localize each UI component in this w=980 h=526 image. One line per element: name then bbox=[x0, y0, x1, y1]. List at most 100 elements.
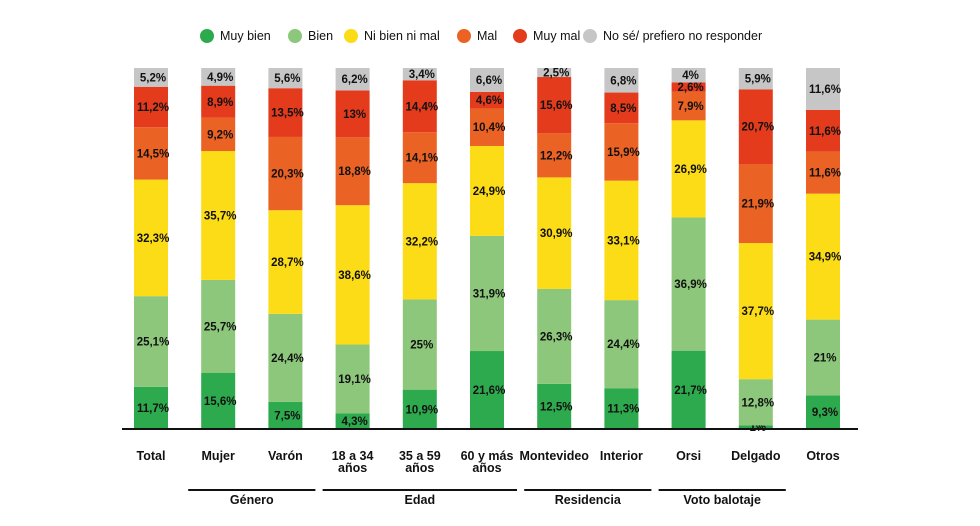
data-label: 6,8% bbox=[610, 75, 636, 87]
bar-segment-10-2 bbox=[738, 379, 773, 426]
bar-segment-7-3 bbox=[537, 177, 572, 289]
category-label: Montevideo bbox=[519, 449, 589, 463]
data-label: 11,6% bbox=[809, 126, 841, 138]
category-label: Mujer bbox=[202, 449, 235, 463]
category-label: 60 y más bbox=[461, 449, 514, 463]
data-label: 33,1% bbox=[607, 235, 640, 247]
bar-segment-2-5 bbox=[201, 85, 236, 118]
data-label: 11,3% bbox=[607, 404, 639, 416]
bar-segment-10-1 bbox=[738, 425, 773, 429]
data-label: 30,9% bbox=[540, 228, 573, 240]
legend-swatch bbox=[344, 29, 358, 43]
data-label: 10,9% bbox=[405, 404, 438, 416]
bar-segment-5-1 bbox=[402, 389, 437, 429]
bar-segment-9-4 bbox=[671, 91, 706, 121]
data-label: 5,6% bbox=[274, 73, 300, 85]
legend-swatch bbox=[288, 29, 302, 43]
data-label: 21,7% bbox=[674, 385, 707, 397]
group-labels: Género Edad Residencia Voto balotaje bbox=[188, 489, 786, 507]
data-label: 25,1% bbox=[137, 336, 170, 348]
legend-swatch bbox=[457, 29, 471, 43]
data-label: 19,1% bbox=[338, 374, 371, 386]
bar-segment-6-1 bbox=[470, 351, 504, 429]
category-label: Varón bbox=[268, 449, 303, 463]
data-label: 11,2% bbox=[137, 102, 169, 114]
bar-segment-9-6 bbox=[671, 68, 706, 83]
bar-segment-7-2 bbox=[537, 288, 572, 384]
data-label: 24,4% bbox=[271, 353, 304, 365]
data-label: 4% bbox=[682, 70, 699, 82]
legend-label: Bien bbox=[308, 29, 333, 43]
bar-segment-7-4 bbox=[537, 133, 572, 178]
category-label: años bbox=[472, 461, 501, 475]
data-label: 6,2% bbox=[341, 74, 367, 86]
data-label: 13% bbox=[343, 109, 366, 121]
group-label: Edad bbox=[405, 493, 436, 507]
category-label: años bbox=[338, 461, 367, 475]
data-label: 2,5% bbox=[543, 68, 569, 80]
data-label: 12,5% bbox=[540, 401, 573, 413]
data-label: 9,3% bbox=[812, 407, 838, 419]
data-label: 14,5% bbox=[137, 148, 170, 160]
bar-segment-8-4 bbox=[604, 123, 639, 181]
data-label: 21% bbox=[813, 353, 836, 365]
bar-segment-4-3 bbox=[335, 205, 370, 345]
group-label: Residencia bbox=[555, 493, 622, 507]
data-label: 26,9% bbox=[674, 164, 707, 176]
bar-segment-9-3 bbox=[671, 120, 706, 218]
bar-segment-1-3 bbox=[134, 179, 168, 297]
data-label: 34,9% bbox=[809, 252, 842, 264]
bar-segment-3-4 bbox=[268, 136, 303, 211]
data-label: 37,7% bbox=[741, 306, 774, 318]
bar-segment-4-4 bbox=[335, 137, 370, 206]
data-label: 12,2% bbox=[540, 150, 573, 162]
bar-segment-4-1 bbox=[335, 413, 370, 429]
legend-label: Muy bien bbox=[220, 29, 271, 43]
data-label: 25% bbox=[410, 340, 433, 352]
bar-segment-1-2 bbox=[134, 296, 168, 387]
data-label: 8,5% bbox=[610, 103, 636, 115]
data-label: 25,7% bbox=[204, 321, 237, 333]
bar-segment-2-3 bbox=[201, 151, 236, 280]
bar-segment-3-6 bbox=[268, 68, 303, 89]
data-label: 5,9% bbox=[745, 74, 771, 86]
data-label: 2,6% bbox=[677, 82, 703, 94]
data-label: 15,6% bbox=[204, 396, 237, 408]
bar-segment-6-4 bbox=[470, 108, 504, 146]
data-label: 14,4% bbox=[405, 101, 438, 113]
bar-segment-4-2 bbox=[335, 344, 370, 414]
bar-segment-2-4 bbox=[201, 117, 236, 152]
data-label: 15,9% bbox=[607, 147, 640, 159]
data-label: 36,9% bbox=[674, 279, 707, 291]
bar-segment-10-6 bbox=[738, 68, 773, 90]
data-label: 20,3% bbox=[271, 169, 304, 181]
bar-segment-2-6 bbox=[201, 68, 236, 86]
data-label: 14,1% bbox=[405, 153, 438, 165]
data-label: 32,3% bbox=[137, 233, 170, 245]
category-label: 35 a 59 bbox=[399, 449, 441, 463]
group-label: Género bbox=[230, 493, 274, 507]
data-label: 24,4% bbox=[607, 339, 640, 351]
data-label: 6,6% bbox=[476, 75, 502, 87]
bar-segment-3-2 bbox=[268, 313, 303, 402]
bar-segment-3-5 bbox=[268, 88, 303, 137]
data-label: 28,7% bbox=[271, 257, 304, 269]
data-label: 5,2% bbox=[140, 72, 166, 84]
bar-segment-5-2 bbox=[402, 299, 437, 390]
legend-label: No sé/ prefiero no responder bbox=[603, 29, 762, 43]
bar-segment-8-1 bbox=[604, 388, 639, 429]
legend-swatch bbox=[583, 29, 597, 43]
bar-segment-3-3 bbox=[268, 210, 303, 314]
bar-segment-6-5 bbox=[470, 91, 504, 109]
bar-segment-1-1 bbox=[134, 386, 168, 429]
bar-segment-3-1 bbox=[268, 401, 303, 429]
data-label: 24,9% bbox=[473, 186, 506, 198]
bar-segment-4-5 bbox=[335, 90, 370, 138]
bar-segment-6-2 bbox=[470, 235, 504, 352]
bar-segment-4-6 bbox=[335, 68, 370, 91]
data-label: 26,3% bbox=[540, 331, 573, 343]
data-label: 21,6% bbox=[473, 385, 506, 397]
data-label: 4,9% bbox=[207, 72, 233, 84]
